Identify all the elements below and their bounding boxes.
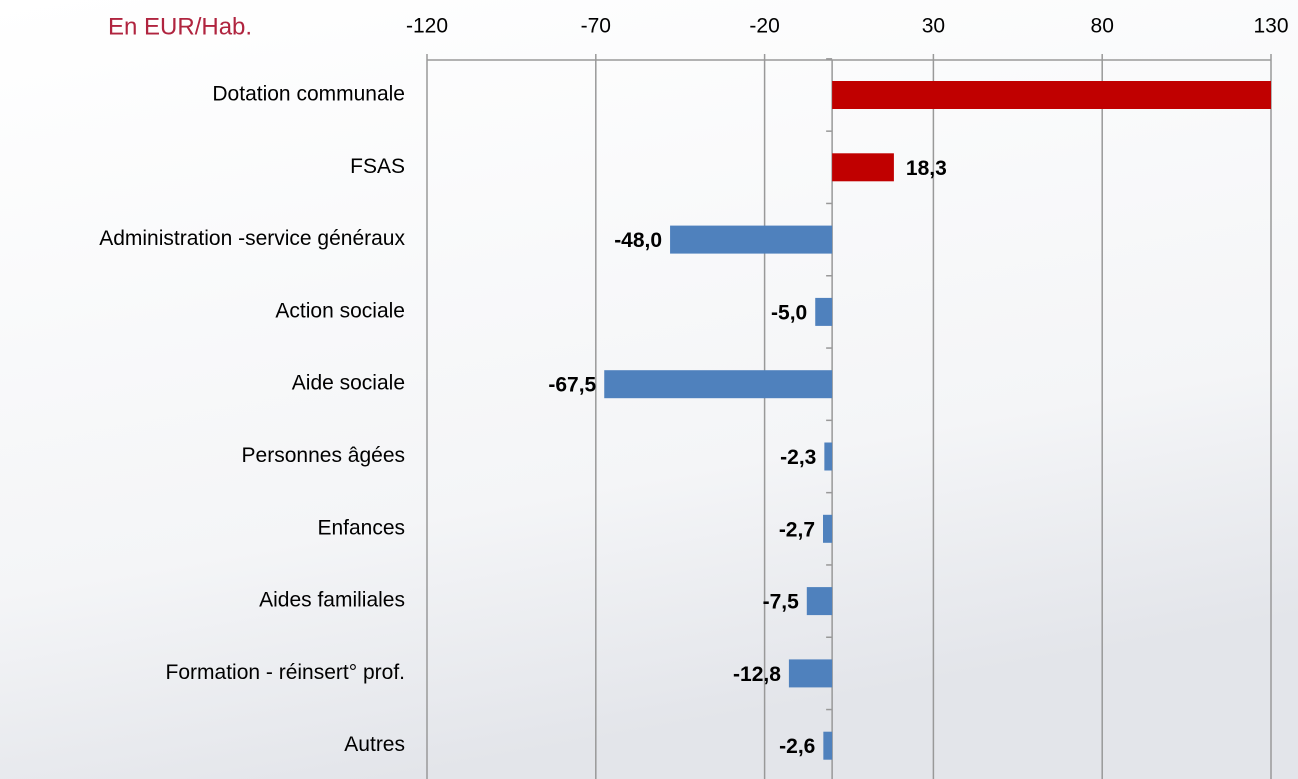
x-tick-label: -120 bbox=[406, 15, 448, 38]
x-tick-label: 30 bbox=[922, 15, 945, 38]
x-tick-label: 130 bbox=[1253, 15, 1288, 38]
bar bbox=[670, 225, 833, 254]
x-tick-label: -20 bbox=[749, 15, 779, 38]
data-label: -2,7 bbox=[779, 518, 815, 541]
data-label: -2,6 bbox=[779, 735, 815, 758]
bar bbox=[815, 297, 833, 326]
data-label: -67,5 bbox=[548, 374, 596, 397]
bar bbox=[824, 442, 833, 471]
y-tick-label: Personnes âgées bbox=[242, 444, 405, 467]
y-tick-label: Dotation communale bbox=[212, 83, 405, 106]
bar bbox=[806, 587, 833, 616]
data-label: -2,3 bbox=[780, 446, 816, 469]
data-label: -12,8 bbox=[733, 663, 781, 686]
bar bbox=[823, 731, 833, 760]
data-label: -5,0 bbox=[771, 301, 807, 324]
y-tick-label: FSAS bbox=[350, 155, 405, 178]
data-label: 18,3 bbox=[906, 157, 947, 180]
data-label: -48,0 bbox=[614, 229, 662, 252]
y-tick-label: Aide sociale bbox=[292, 372, 405, 395]
chart-title: En EUR/Hab. bbox=[108, 13, 252, 40]
y-tick-label: Formation - réinsert° prof. bbox=[166, 661, 405, 684]
y-tick-label: Aides familiales bbox=[259, 589, 405, 612]
y-tick-label: Enfances bbox=[317, 516, 405, 539]
x-tick-label: 80 bbox=[1091, 15, 1114, 38]
x-tick-label: -70 bbox=[581, 15, 611, 38]
y-tick-label: Autres bbox=[344, 733, 405, 756]
data-label: -7,5 bbox=[763, 591, 800, 614]
bar bbox=[604, 370, 833, 399]
bar bbox=[832, 153, 894, 182]
y-tick-label: Administration -service généraux bbox=[99, 227, 405, 250]
y-tick-label: Action sociale bbox=[275, 299, 405, 322]
bar bbox=[823, 514, 833, 543]
bar bbox=[832, 81, 1271, 109]
bar bbox=[788, 659, 833, 688]
